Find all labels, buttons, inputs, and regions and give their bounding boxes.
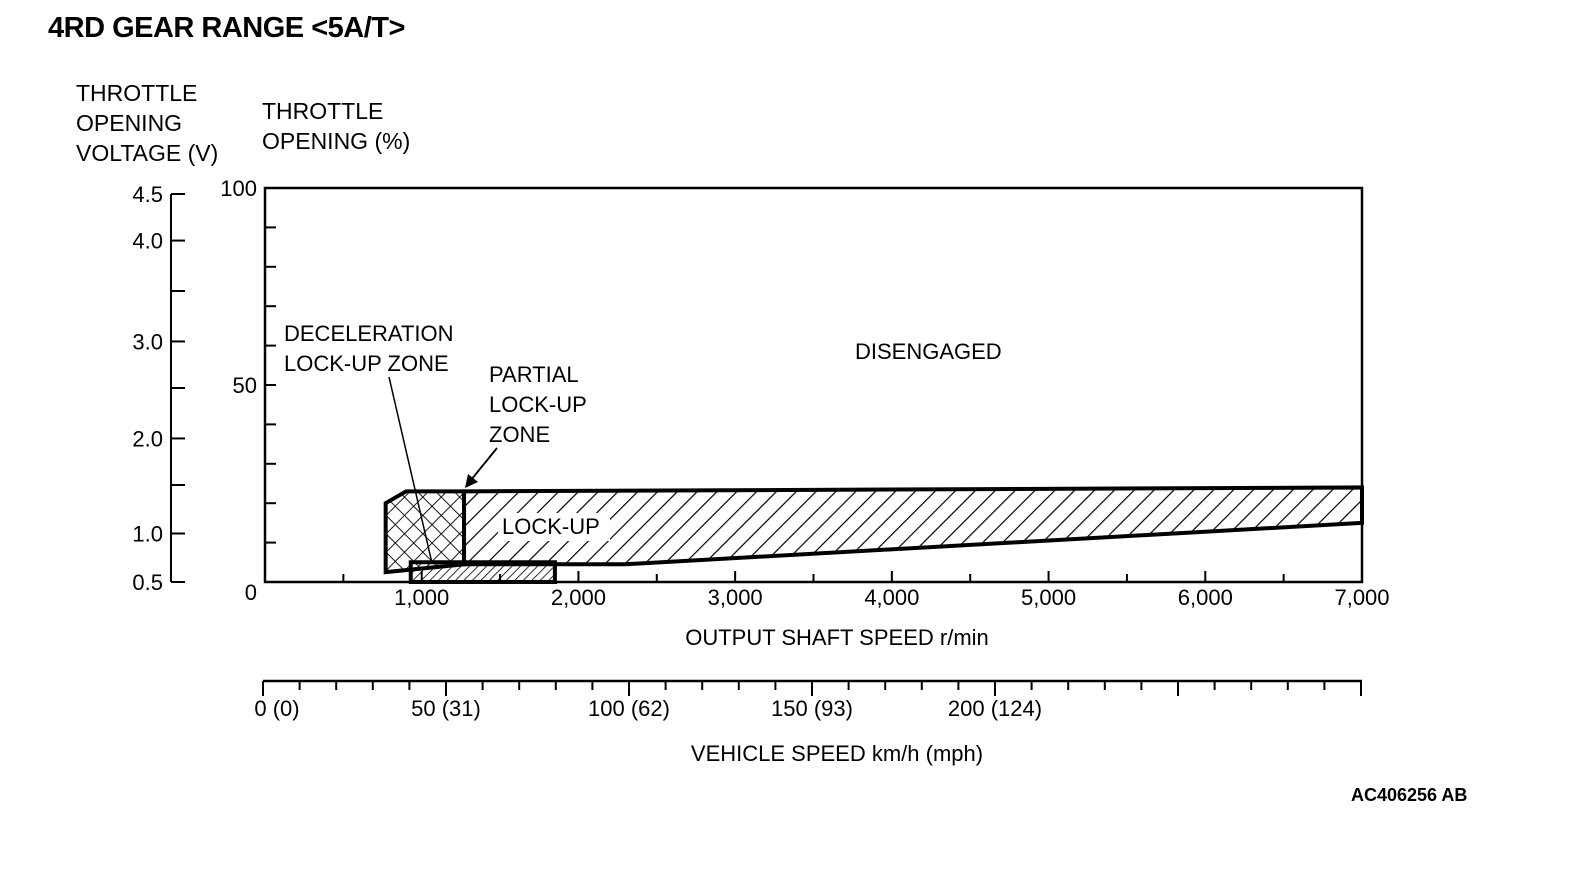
percent-axis-title: THROTTLE OPENING (%) xyxy=(262,98,411,154)
lockup-label: LOCK-UP xyxy=(502,514,600,539)
partial-lockup-label-line: ZONE xyxy=(489,422,550,447)
voltage-tick-label: 4.0 xyxy=(132,229,163,254)
output-shaft-axis: 1,000 2,000 3,000 4,000 5,000 6,000 7,000 xyxy=(342,571,1390,610)
percent-axis: 100 50 0 xyxy=(220,176,276,605)
disengaged-label: DISENGAGED xyxy=(855,339,1002,364)
output-tick-label: 3,000 xyxy=(708,585,763,610)
output-tick-label: 6,000 xyxy=(1178,585,1233,610)
voltage-tick-label: 1.0 xyxy=(132,522,163,547)
percent-tick-label: 100 xyxy=(220,176,257,201)
partial-lockup-label-line: PARTIAL xyxy=(489,362,579,387)
partial-lockup-leader xyxy=(465,447,498,488)
vehicle-tick-label: 0 (0) xyxy=(254,696,299,721)
figure-code: AC406256 AB xyxy=(1351,785,1468,805)
vehicle-tick-label: 150 (93) xyxy=(771,696,853,721)
voltage-tick-label: 4.5 xyxy=(132,182,163,207)
chart-title: 4RD GEAR RANGE <5A/T> xyxy=(48,12,405,44)
lockup-regions xyxy=(383,485,1364,584)
deceleration-lockup-leader xyxy=(388,376,433,564)
deceleration-lockup-label-line: LOCK-UP ZONE xyxy=(284,351,449,376)
voltage-axis-title: THROTTLE OPENING VOLTAGE (V) xyxy=(76,80,219,166)
deceleration-lockup-label: DECELERATION LOCK-UP ZONE xyxy=(284,321,454,376)
output-tick-label: 2,000 xyxy=(551,585,606,610)
vehicle-tick-label: 200 (124) xyxy=(948,696,1042,721)
lockup-label-background xyxy=(498,513,610,541)
voltage-axis: 4.5 4.0 3.0 2.0 1.0 0.5 xyxy=(132,182,185,595)
vehicle-tick-label: 50 (31) xyxy=(411,696,481,721)
deceleration-lockup-label-line: DECELERATION xyxy=(284,321,454,346)
percent-tick-label: 50 xyxy=(233,373,257,398)
percent-tick-label: 0 xyxy=(245,580,257,605)
vehicle-tick-label: 100 (62) xyxy=(588,696,670,721)
output-tick-label: 4,000 xyxy=(864,585,919,610)
output-tick-label: 5,000 xyxy=(1021,585,1076,610)
output-shaft-axis-title: OUTPUT SHAFT SPEED r/min xyxy=(685,625,989,650)
voltage-tick-label: 3.0 xyxy=(132,329,163,354)
voltage-tick-label: 2.0 xyxy=(132,426,163,451)
vehicle-speed-axis-title: VEHICLE SPEED km/h (mph) xyxy=(691,741,983,766)
output-tick-label: 7,000 xyxy=(1334,585,1389,610)
partial-lockup-label-line: LOCK-UP xyxy=(489,392,587,417)
vehicle-speed-axis: 0 (0) 50 (31) 100 (62) 150 (93) 200 (124) xyxy=(254,681,1362,721)
output-tick-label: 1,000 xyxy=(394,585,449,610)
region-deceleration-lock-up-zone xyxy=(408,560,557,584)
voltage-tick-label: 0.5 xyxy=(132,570,163,595)
partial-lockup-label: PARTIAL LOCK-UP ZONE xyxy=(489,362,587,447)
